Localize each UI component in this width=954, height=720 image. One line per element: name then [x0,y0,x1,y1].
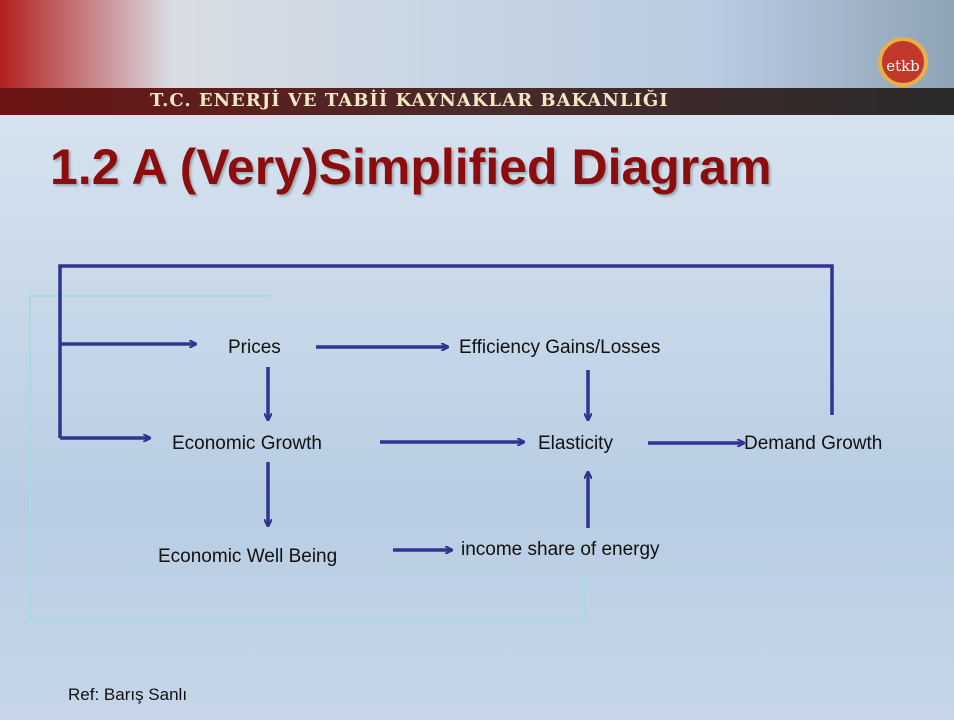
arrows [60,266,832,550]
node-label: Economic Well Being [158,546,337,568]
reference: Ref: Barış Sanlı [68,685,187,705]
node-label: income share of energy [461,539,660,561]
diagram-arrows [0,0,954,720]
node-label: Demand Growth [744,433,882,455]
node-label: Elasticity [538,433,613,455]
node-label: Prices [228,337,281,359]
slide: T.C. ENERJİ VE TABİİ KAYNAKLAR BAKANLIĞI… [0,0,954,720]
node-label: Economic Growth [172,433,322,455]
node-label: Efficiency Gains/Losses [459,337,660,359]
